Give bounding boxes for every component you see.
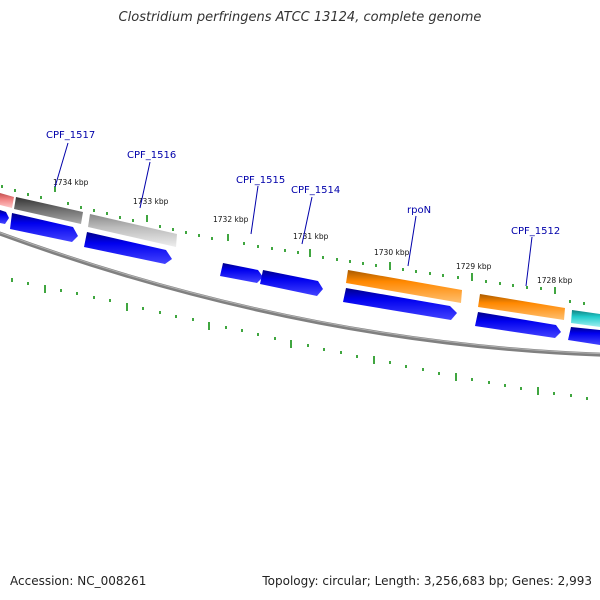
kbp-labels: 1734 kbp 1733 kbp 1732 kbp 1731 kbp 1730…: [53, 178, 573, 285]
cds-arrow: [568, 327, 600, 345]
feature-light-gray: [88, 214, 177, 247]
gene-label-cpf-1516: CPF_1516: [127, 150, 176, 161]
gene-label-cpf-1515: CPF_1515: [236, 175, 285, 186]
upper-tick-ruler: [1, 185, 585, 305]
feature-orange-cpf1512: [478, 294, 565, 320]
gene-leader-lines: [54, 142, 533, 287]
gene-labels: CPF_1517 CPF_1516 CPF_1515 CPF_1514 rpoN…: [46, 130, 560, 237]
map-title: Clostridium perfringens ATCC 13124, comp…: [118, 10, 482, 25]
feature-dark-gray: [14, 197, 83, 224]
cds-track: [0, 210, 600, 345]
kbp-label: 1728 kbp: [537, 276, 573, 285]
gene-label-cpf-1514: CPF_1514: [291, 185, 340, 196]
gene-label-rpon: rpoN: [407, 205, 431, 216]
gene-label-cpf-1512: CPF_1512: [511, 226, 560, 237]
cds-arrow: [84, 232, 172, 264]
genome-backbone: [0, 231, 600, 357]
gene-label-cpf-1517: CPF_1517: [46, 130, 95, 141]
cds-arrow: [0, 210, 9, 224]
cds-arrow: [343, 288, 457, 320]
kbp-label: 1734 kbp: [53, 178, 89, 187]
cds-arrow: [260, 270, 323, 296]
kbp-label: 1731 kbp: [293, 232, 329, 241]
kbp-label: 1730 kbp: [374, 248, 410, 257]
accession-text: Accession: NC_008261: [10, 574, 147, 588]
cds-arrow: [10, 213, 78, 242]
feature-pink: [0, 193, 14, 208]
feature-orange-rpon: [346, 270, 462, 303]
genome-backbone-highlight: [0, 232, 600, 355]
kbp-label: 1732 kbp: [213, 215, 249, 224]
lower-tick-ruler: [11, 278, 588, 400]
feature-cyan: [571, 310, 600, 327]
genome-summary-text: Topology: circular; Length: 3,256,683 bp…: [262, 574, 592, 588]
kbp-label: 1729 kbp: [456, 262, 492, 271]
cds-arrow: [220, 263, 263, 283]
feature-track: [0, 193, 600, 327]
kbp-label: 1733 kbp: [133, 197, 169, 206]
cds-arrow: [475, 312, 561, 338]
